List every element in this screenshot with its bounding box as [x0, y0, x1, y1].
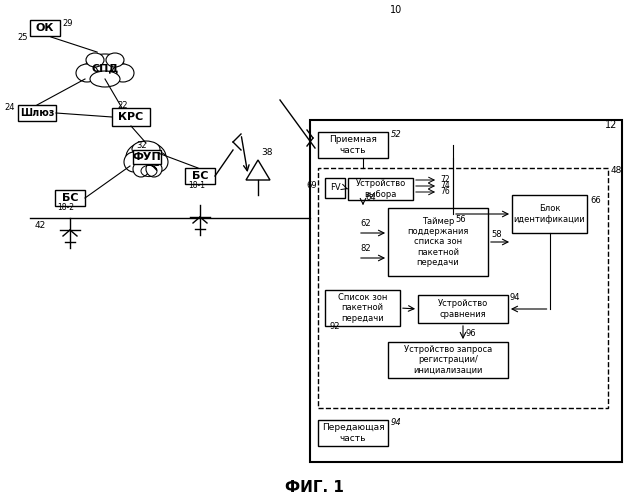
Text: 66: 66 [590, 196, 601, 205]
Ellipse shape [90, 71, 120, 87]
Bar [325, 290, 400, 326]
Text: Шлюз: Шлюз [19, 108, 54, 118]
Text: КРС: КРС [118, 112, 143, 122]
Text: 22: 22 [117, 100, 128, 110]
Text: 72: 72 [440, 176, 450, 184]
Text: Список зон
пакетной
передачи: Список зон пакетной передачи [338, 293, 387, 323]
Text: 25: 25 [18, 34, 28, 42]
Text: Устройство запроса
регистрации/
инициализации: Устройство запроса регистрации/ инициали… [404, 345, 492, 375]
Ellipse shape [112, 64, 134, 82]
Text: Устройство
сравнения: Устройство сравнения [438, 300, 488, 318]
Text: 18-1: 18-1 [188, 182, 205, 190]
Text: 64: 64 [365, 193, 376, 202]
Ellipse shape [86, 54, 124, 76]
Ellipse shape [146, 161, 162, 177]
Text: ФИГ. 1: ФИГ. 1 [284, 480, 343, 496]
Text: 96: 96 [466, 329, 477, 338]
Text: 10: 10 [390, 5, 403, 15]
Ellipse shape [126, 142, 166, 172]
Ellipse shape [132, 141, 160, 157]
Text: ОК: ОК [36, 23, 54, 33]
Text: 52: 52 [391, 130, 402, 139]
Text: 94: 94 [510, 293, 521, 302]
Bar [18, 105, 56, 121]
Ellipse shape [76, 64, 98, 82]
Text: 56: 56 [455, 215, 465, 224]
Bar [112, 108, 150, 126]
Bar [133, 150, 161, 164]
Ellipse shape [133, 161, 149, 177]
Text: 48: 48 [611, 166, 622, 175]
Ellipse shape [148, 152, 168, 172]
Text: FV: FV [330, 184, 340, 192]
Text: 58: 58 [491, 230, 501, 239]
Text: БС: БС [192, 171, 208, 181]
Text: 94: 94 [391, 418, 402, 427]
Text: 62: 62 [360, 219, 370, 228]
Text: 74: 74 [440, 182, 450, 190]
Text: Передающая
часть: Передающая часть [321, 424, 384, 442]
Text: БС: БС [62, 193, 78, 203]
Bar [185, 168, 215, 184]
Bar [318, 420, 388, 446]
Text: 12: 12 [604, 120, 617, 130]
Text: 18-2: 18-2 [57, 204, 74, 212]
Bar [418, 295, 508, 323]
Bar [388, 208, 488, 276]
Bar [512, 195, 587, 233]
Text: 32: 32 [136, 140, 147, 149]
Bar [310, 120, 622, 462]
Text: Приемная
часть: Приемная часть [329, 136, 377, 154]
Text: 76: 76 [440, 188, 450, 196]
Text: Таймер
поддержания
списка зон
пакетной
передачи: Таймер поддержания списка зон пакетной п… [408, 216, 469, 268]
Text: 82: 82 [360, 244, 370, 253]
Bar [318, 168, 608, 408]
Text: 24: 24 [4, 104, 15, 112]
Ellipse shape [86, 53, 104, 67]
Bar [348, 178, 413, 200]
Bar [30, 20, 60, 36]
Text: 69: 69 [306, 181, 317, 190]
Text: СПД: СПД [91, 63, 119, 73]
Text: Блок
идентификации: Блок идентификации [514, 204, 586, 224]
Text: ФУП: ФУП [133, 152, 162, 162]
Ellipse shape [106, 53, 124, 67]
Text: 38: 38 [261, 148, 272, 157]
Bar [388, 342, 508, 378]
Ellipse shape [124, 152, 144, 172]
Text: 42: 42 [35, 221, 47, 230]
Bar [325, 178, 345, 198]
Bar [318, 132, 388, 158]
Bar [55, 190, 85, 206]
Text: 29: 29 [62, 18, 72, 28]
Text: 92: 92 [330, 322, 340, 331]
Text: Устройство
выбора: Устройство выбора [355, 180, 406, 199]
